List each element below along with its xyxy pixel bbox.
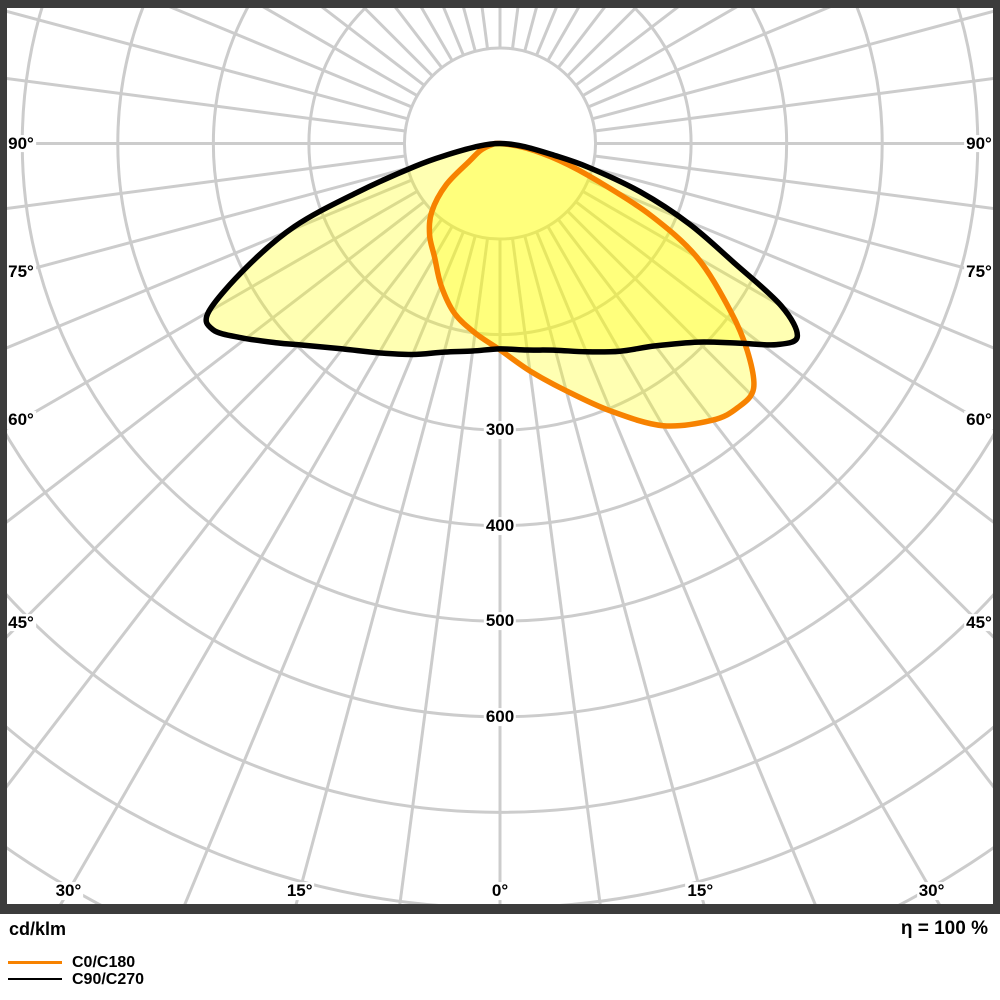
grid-radial-292.5: [0, 178, 413, 353]
grid-radial-82.5: [594, 154, 1000, 211]
grid-radial-112.5: [587, 0, 851, 109]
series-curve-c90-c270: [203, 140, 801, 358]
grid-radial-262.5: [0, 76, 406, 133]
grid-radial-255: [0, 7, 409, 121]
polar-chart-canvas: [0, 0, 1000, 914]
grid-radial-142.5: [556, 0, 613, 69]
angle-label-bottom-right-15: 15°: [685, 881, 716, 901]
grid-radial-300: [0, 189, 419, 434]
angle-label-left-75: 75°: [6, 261, 36, 281]
grid-radial-352.5: [397, 238, 490, 914]
angle-label-left-90: 90°: [6, 133, 36, 153]
grid-radial-75: [591, 166, 1000, 280]
grid-radial-52.5: [574, 200, 1000, 530]
angle-label-right-75: 75°: [964, 261, 994, 281]
angle-label-left-45: 45°: [6, 612, 36, 632]
grid-radial-247.5: [149, 0, 413, 109]
grid-radial-7.5: [510, 238, 603, 914]
angle-label-right-90: 90°: [964, 133, 994, 153]
ring-value-label-400: 400: [483, 515, 517, 535]
grid-radial-30: [546, 225, 947, 914]
efficiency-label: η = 100 %: [900, 918, 988, 939]
angle-label-bottom-left-15: 15°: [284, 881, 315, 901]
ring-value-label-300: 300: [483, 420, 517, 440]
ring-value-label-500: 500: [483, 611, 517, 631]
grid-radial-217.5: [387, 0, 444, 69]
grid-radial-97.5: [594, 76, 1000, 133]
grid-radial-60: [581, 189, 1000, 434]
y-unit-label: cd/klm: [9, 919, 67, 939]
grid-radial-37.5: [556, 218, 1000, 798]
angle-label-right-60: 60°: [964, 410, 994, 430]
legend-line-c0-c180: [8, 961, 62, 964]
polar-grid: [0, 0, 1000, 914]
grid-radial-337.5: [179, 231, 465, 914]
angle-label-bottom-0: 0°: [489, 881, 511, 901]
grid-radial-277.5: [0, 154, 406, 211]
ring-value-label-600: 600: [483, 706, 517, 726]
grid-radial-105: [591, 7, 1000, 121]
legend-label-c0-c180: C0/C180: [72, 954, 136, 971]
grid-radial-135: [566, 0, 646, 77]
grid-radial-330: [53, 225, 454, 914]
angle-label-bottom-left-30: 30°: [53, 881, 84, 901]
grid-radial-225: [354, 0, 434, 77]
grid-radial-307.5: [0, 200, 426, 530]
grid-radial-120: [581, 0, 752, 98]
series-curve-c0-c180: [426, 140, 757, 429]
legend-label-c90-c270: C90/C270: [72, 971, 145, 988]
grid-radial-240: [248, 0, 419, 98]
series-fill-c90-c270: [206, 143, 798, 355]
grid-radial-285: [0, 166, 409, 280]
angle-label-left-60: 60°: [6, 410, 36, 430]
grid-radial-15: [523, 235, 709, 914]
angle-label-right-45: 45°: [964, 612, 994, 632]
legend-line-c90-c270: [8, 978, 62, 980]
angle-label-bottom-right-30: 30°: [916, 881, 947, 901]
grid-radial-345: [291, 235, 477, 914]
grid-radial-322.5: [0, 218, 444, 798]
grid-radial-67.5: [587, 178, 1000, 353]
